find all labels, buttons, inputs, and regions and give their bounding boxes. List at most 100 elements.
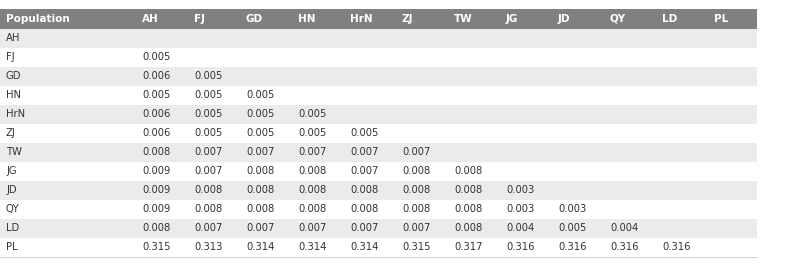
Bar <box>398 8 450 29</box>
Bar <box>242 104 294 123</box>
Text: 0.009: 0.009 <box>142 166 171 176</box>
Text: ZJ: ZJ <box>402 14 413 24</box>
Bar <box>554 180 606 200</box>
Bar <box>502 86 554 104</box>
Bar <box>606 123 658 143</box>
Text: AH: AH <box>6 33 20 43</box>
Text: PL: PL <box>714 14 728 24</box>
Text: 0.008: 0.008 <box>298 166 326 176</box>
Bar <box>554 123 606 143</box>
Text: 0.313: 0.313 <box>194 242 223 252</box>
Bar <box>606 104 658 123</box>
Bar <box>0 47 138 67</box>
Bar <box>0 8 138 29</box>
Bar <box>0 123 138 143</box>
Text: HrN: HrN <box>6 109 25 119</box>
Bar <box>710 200 757 219</box>
Bar <box>606 86 658 104</box>
Bar <box>450 123 502 143</box>
Text: 0.007: 0.007 <box>350 147 378 157</box>
Text: 0.005: 0.005 <box>246 128 275 138</box>
Text: 0.314: 0.314 <box>298 242 326 252</box>
Bar <box>242 219 294 237</box>
Text: 0.008: 0.008 <box>142 223 171 233</box>
Bar <box>554 219 606 237</box>
Bar <box>294 8 346 29</box>
Text: 0.008: 0.008 <box>454 185 482 195</box>
Bar <box>606 237 658 257</box>
Bar <box>658 200 710 219</box>
Text: 0.316: 0.316 <box>506 242 534 252</box>
Text: 0.006: 0.006 <box>142 71 171 81</box>
Text: 0.007: 0.007 <box>246 147 275 157</box>
Text: 0.008: 0.008 <box>350 204 378 214</box>
Bar <box>658 86 710 104</box>
Text: 0.007: 0.007 <box>194 166 223 176</box>
Bar <box>502 219 554 237</box>
Bar <box>0 180 138 200</box>
Bar <box>398 29 450 47</box>
Bar <box>138 104 190 123</box>
Bar <box>658 29 710 47</box>
Text: TW: TW <box>6 147 22 157</box>
Text: 0.008: 0.008 <box>402 185 430 195</box>
Text: JD: JD <box>6 185 17 195</box>
Bar <box>450 237 502 257</box>
Bar <box>450 67 502 86</box>
Bar <box>398 104 450 123</box>
Text: FJ: FJ <box>194 14 205 24</box>
Bar <box>0 237 138 257</box>
Bar <box>450 86 502 104</box>
Bar <box>138 161 190 180</box>
Bar <box>242 86 294 104</box>
Bar <box>242 237 294 257</box>
Text: 0.005: 0.005 <box>298 109 326 119</box>
Text: 0.003: 0.003 <box>558 204 586 214</box>
Bar <box>710 143 757 161</box>
Bar <box>242 8 294 29</box>
Bar <box>658 237 710 257</box>
Text: 0.008: 0.008 <box>402 166 430 176</box>
Bar <box>346 29 398 47</box>
Text: 0.008: 0.008 <box>246 204 274 214</box>
Bar <box>554 8 606 29</box>
Bar <box>554 104 606 123</box>
Bar <box>658 180 710 200</box>
Text: JD: JD <box>558 14 570 24</box>
Bar <box>658 104 710 123</box>
Text: 0.008: 0.008 <box>350 185 378 195</box>
Bar <box>710 47 757 67</box>
Bar <box>502 104 554 123</box>
Bar <box>450 47 502 67</box>
Bar <box>450 29 502 47</box>
Bar <box>398 161 450 180</box>
Text: 0.314: 0.314 <box>350 242 378 252</box>
Bar <box>0 104 138 123</box>
Bar <box>0 143 138 161</box>
Bar <box>554 237 606 257</box>
Text: 0.007: 0.007 <box>350 166 378 176</box>
Bar <box>398 47 450 67</box>
Bar <box>450 8 502 29</box>
Bar <box>190 219 242 237</box>
Bar <box>606 143 658 161</box>
Bar <box>242 47 294 67</box>
Bar <box>242 180 294 200</box>
Text: 0.005: 0.005 <box>246 90 275 100</box>
Bar <box>294 29 346 47</box>
Bar <box>346 143 398 161</box>
Text: 0.008: 0.008 <box>246 185 274 195</box>
Bar <box>398 219 450 237</box>
Bar <box>450 200 502 219</box>
Bar <box>242 123 294 143</box>
Bar <box>346 180 398 200</box>
Text: 0.316: 0.316 <box>610 242 638 252</box>
Text: PL: PL <box>6 242 18 252</box>
Bar <box>190 86 242 104</box>
Bar <box>294 200 346 219</box>
Bar <box>0 86 138 104</box>
Bar <box>398 123 450 143</box>
Bar <box>0 219 138 237</box>
Bar <box>398 143 450 161</box>
Bar <box>554 161 606 180</box>
